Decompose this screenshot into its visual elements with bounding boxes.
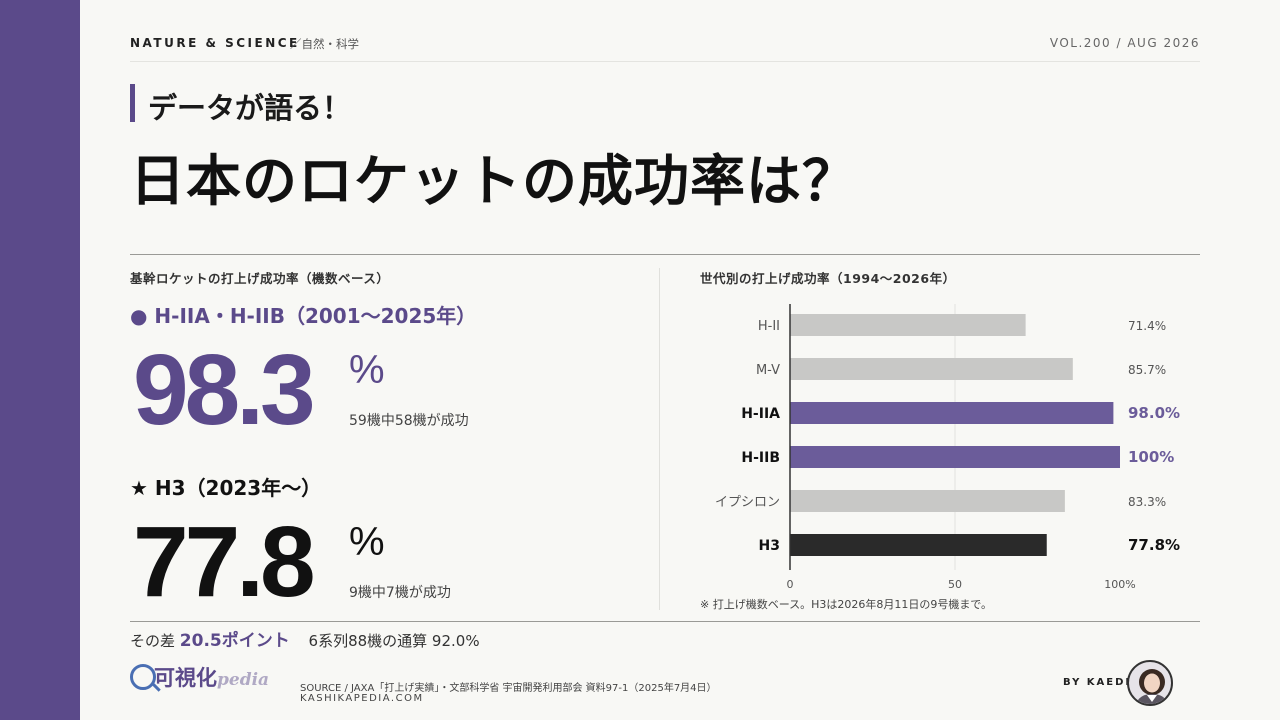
x-tick-0: 0 bbox=[787, 578, 794, 590]
x-tick-1: 50 bbox=[948, 578, 962, 590]
value-label-0: 71.4% bbox=[1128, 319, 1166, 333]
bar-4 bbox=[790, 490, 1065, 512]
value-label-3: 100% bbox=[1128, 448, 1174, 466]
value-label-1: 85.7% bbox=[1128, 363, 1166, 377]
logo-text: 可視化pedia bbox=[154, 662, 269, 692]
bar-5 bbox=[790, 534, 1047, 556]
category-label-2: H-IIA bbox=[741, 406, 780, 422]
avatar-portrait-icon bbox=[1135, 669, 1169, 704]
bar-2 bbox=[790, 402, 1114, 424]
source-credit: SOURCE / JAXA「打上げ実績」・文部科学省 宇宙開発利用部会 資料97… bbox=[300, 683, 717, 694]
bar-3 bbox=[790, 446, 1120, 468]
category-label-0: H-II bbox=[758, 319, 780, 334]
left-panel-title: 基幹ロケットの打上げ成功率（機数ベース） bbox=[130, 271, 390, 286]
overall-total: 6系列88機の通算 92.0% bbox=[308, 632, 480, 650]
h3-note: 9機中7機が成功 bbox=[349, 585, 451, 601]
category-label-4: イプシロン bbox=[715, 495, 780, 510]
h2a-h2b-percent-unit: % bbox=[349, 348, 385, 392]
category-label-1: M-V bbox=[756, 363, 780, 378]
magnifier-icon bbox=[130, 664, 156, 690]
difference-summary: その差 20.5ポイント 6系列88機の通算 92.0% bbox=[130, 626, 480, 651]
h3-group-label: ★ H3（2023年〜） bbox=[130, 476, 322, 500]
kicker: データが語る！ bbox=[148, 91, 352, 125]
divider-vertical bbox=[659, 268, 660, 610]
h2a-h2b-group-label: ● H-IIA・H-IIB（2001〜2025年） bbox=[130, 304, 477, 328]
difference-value: 20.5ポイント bbox=[179, 631, 290, 651]
brand-sidebar bbox=[0, 0, 80, 720]
author-byline: BY KAEDE bbox=[1063, 677, 1135, 688]
category-label-5: H3 bbox=[759, 538, 780, 554]
category-label: NATURE & SCIENCE bbox=[130, 36, 300, 50]
bar-1 bbox=[790, 358, 1073, 380]
chart-footnote: ※ 打上げ機数ベース。H3は2026年8月11日の9号機まで。 bbox=[700, 598, 992, 611]
kicker-accent-bar bbox=[130, 84, 135, 122]
h3-success-rate: 77.8 bbox=[133, 506, 316, 618]
difference-prefix: その差 bbox=[130, 632, 176, 650]
value-label-2: 98.0% bbox=[1128, 404, 1180, 422]
author-avatar bbox=[1127, 660, 1173, 706]
value-label-5: 77.8% bbox=[1128, 536, 1180, 554]
logo-sub: pedia bbox=[217, 670, 270, 690]
subcategory-label: ／自然・科学 bbox=[290, 37, 359, 51]
site-url[interactable]: KASHIKAPEDIA.COM bbox=[300, 693, 424, 704]
h2a-h2b-note: 59機中58機が成功 bbox=[349, 413, 469, 429]
logo-main: 可視化 bbox=[154, 666, 217, 690]
top-bar: NATURE & SCIENCE ／自然・科学 VOL.200 / AUG 20… bbox=[130, 36, 1200, 62]
x-tick-2: 100% bbox=[1104, 578, 1135, 590]
category-label-3: H-IIB bbox=[741, 450, 780, 466]
divider-top bbox=[130, 254, 1200, 255]
chart-title: 世代別の打上げ成功率（1994〜2026年） bbox=[700, 271, 956, 286]
divider-bottom bbox=[130, 621, 1200, 622]
h3-percent-unit: % bbox=[349, 520, 385, 564]
success-rate-bar-chart: H-II 71.4% M-V 85.7% H-IIA 98.0% H-IIB 100% イプシロ… bbox=[715, 304, 1180, 590]
volume-label: VOL.200 / AUG 2026 bbox=[1049, 36, 1200, 50]
h2a-h2b-success-rate: 98.3 bbox=[133, 334, 316, 446]
bar-0 bbox=[790, 314, 1026, 336]
value-label-4: 83.3% bbox=[1128, 495, 1166, 509]
page-title: 日本のロケットの成功率は？ bbox=[130, 149, 859, 213]
